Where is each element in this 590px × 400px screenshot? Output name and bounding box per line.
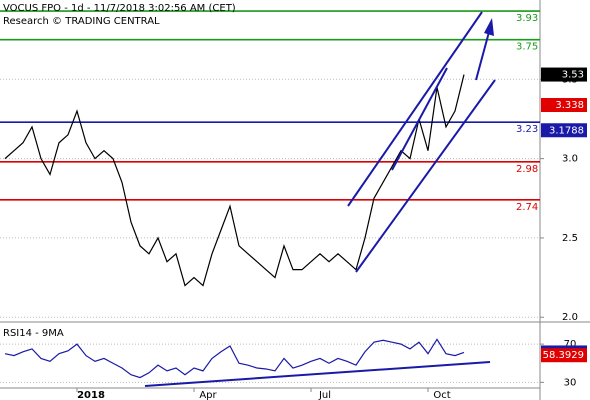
trend-channel-upper [347, 11, 483, 207]
rsi-title: RSI14 - 9MA [3, 328, 64, 339]
series-line [4, 74, 465, 287]
value-box [541, 98, 587, 113]
rsi-panel: 307061.281758.3929 [0, 338, 587, 388]
forecast-arrow [475, 31, 490, 81]
value-box [541, 67, 587, 82]
trend-channel-mid [391, 67, 448, 171]
value-box-label: 3.53 [562, 70, 584, 81]
level-label: 2.98 [516, 164, 538, 175]
y-tick-label: 3.0 [562, 154, 578, 165]
value-box [541, 123, 587, 138]
x-tick-label: 2018 [77, 390, 105, 400]
y-tick-label: 2.5 [562, 233, 578, 244]
series-line [4, 338, 465, 379]
rsi-trendline [144, 361, 491, 387]
trend-channel-lower [355, 79, 496, 273]
chart-subtitle: Research © TRADING CENTRAL [3, 16, 160, 27]
value-box [541, 348, 587, 363]
level-label: 3.23 [516, 124, 538, 135]
y-tick-label: 2.0 [562, 312, 578, 323]
value-box-label: 3.1788 [549, 125, 584, 136]
price-panel: 2.02.53.03.53.933.753.232.982.743.533.33… [0, 10, 587, 323]
value-box-label: 58.3929 [543, 350, 584, 361]
value-box-label: 3.338 [555, 100, 584, 111]
x-tick-label: Jul [318, 390, 331, 400]
level-label: 2.74 [516, 202, 538, 213]
y-tick-label: 70 [564, 339, 577, 350]
x-tick-label: Oct [433, 390, 450, 400]
x-tick-label: Apr [199, 390, 217, 400]
level-label: 3.75 [516, 42, 538, 53]
forecast-arrow-head [484, 18, 494, 36]
y-tick-label: 30 [564, 377, 577, 388]
chart-title: VOCUS FPO - 1d - 11/7/2018 3:02:56 AM (C… [3, 3, 236, 14]
level-label: 3.93 [516, 13, 538, 24]
